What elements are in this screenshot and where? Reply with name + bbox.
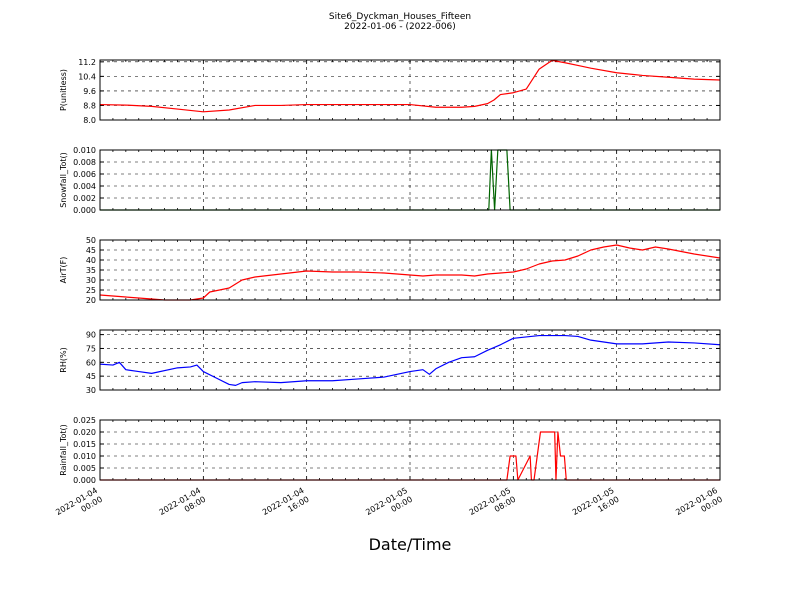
y-tick-label: 60 xyxy=(86,358,96,367)
series-line xyxy=(99,244,721,301)
subplot-4: 30 45 60 75 90 RH(%) xyxy=(59,329,721,395)
y-tick-label: 75 xyxy=(86,344,96,353)
y-axis-label: RH(%) xyxy=(59,347,68,372)
y-tick-label: 8.8 xyxy=(83,101,96,110)
axes-frame xyxy=(99,59,721,121)
y-tick-label: 40 xyxy=(86,256,96,265)
axes-frame xyxy=(99,149,721,211)
chart-title: Site6_Dyckman_Houses_Fifteen xyxy=(329,12,471,22)
series-line xyxy=(100,431,720,481)
y-tick-label: 45 xyxy=(86,246,96,255)
series-line xyxy=(99,334,721,386)
y-tick-label: 0.008 xyxy=(73,158,96,167)
y-tick-label: 25 xyxy=(86,286,96,295)
chart-subtitle: 2022-01-06 - (2022-006) xyxy=(344,22,456,32)
series-line xyxy=(99,59,721,113)
subplot-2: 0.000 0.002 0.004 0.006 0.008 0.010 Snowfall_T… xyxy=(59,146,721,215)
y-axis-label: P(unitless) xyxy=(59,69,68,111)
y-axis-label: AirT(F) xyxy=(59,257,68,284)
y-tick-label: 0.025 xyxy=(73,416,96,425)
y-tick-label: 0.000 xyxy=(73,476,96,485)
y-tick-label: 0.004 xyxy=(73,182,96,191)
axes-frame xyxy=(99,329,721,391)
y-tick-label: 45 xyxy=(86,372,96,381)
subplots: 8.08.89.610.411.2P(unitless)0.0000.0020.… xyxy=(59,58,721,485)
y-tick-label: 0.006 xyxy=(73,170,96,179)
y-tick-label: 30 xyxy=(86,386,96,395)
y-tick-label: 30 xyxy=(86,276,96,285)
y-tick-label: 0.005 xyxy=(73,464,96,473)
y-tick-label: 0.010 xyxy=(73,452,96,461)
axes-frame xyxy=(99,239,721,301)
y-tick-label: 35 xyxy=(86,266,96,275)
y-tick-label: 0.020 xyxy=(73,428,96,437)
y-tick-label: 20 xyxy=(86,296,96,305)
y-tick-label: 11.2 xyxy=(78,58,96,67)
y-tick-label: 0.002 xyxy=(73,194,96,203)
y-tick-label: 0.000 xyxy=(73,206,96,215)
y-tick-label: 0.015 xyxy=(73,440,96,449)
y-tick-label: 8.0 xyxy=(83,116,96,125)
y-axis-label: Rainfall_Tot() xyxy=(59,424,68,476)
y-axis-label: Snowfall_Tot() xyxy=(59,152,68,208)
subplot-1: 8.0 8.8 9.6 10.4 11.2 P(unitless) xyxy=(59,58,721,125)
y-tick-label: 10.4 xyxy=(78,72,96,81)
y-tick-label: 9.6 xyxy=(83,87,96,96)
subplot-5: 0.000 0.005 0.010 0.015 0.020 0.025 Rainfall_T… xyxy=(59,416,721,485)
axes-frame xyxy=(99,419,721,481)
y-tick-label: 50 xyxy=(86,236,96,245)
x-axis-label: Date/Time xyxy=(369,535,452,554)
y-tick-label: 0.010 xyxy=(73,146,96,155)
y-tick-label: 90 xyxy=(86,331,96,340)
